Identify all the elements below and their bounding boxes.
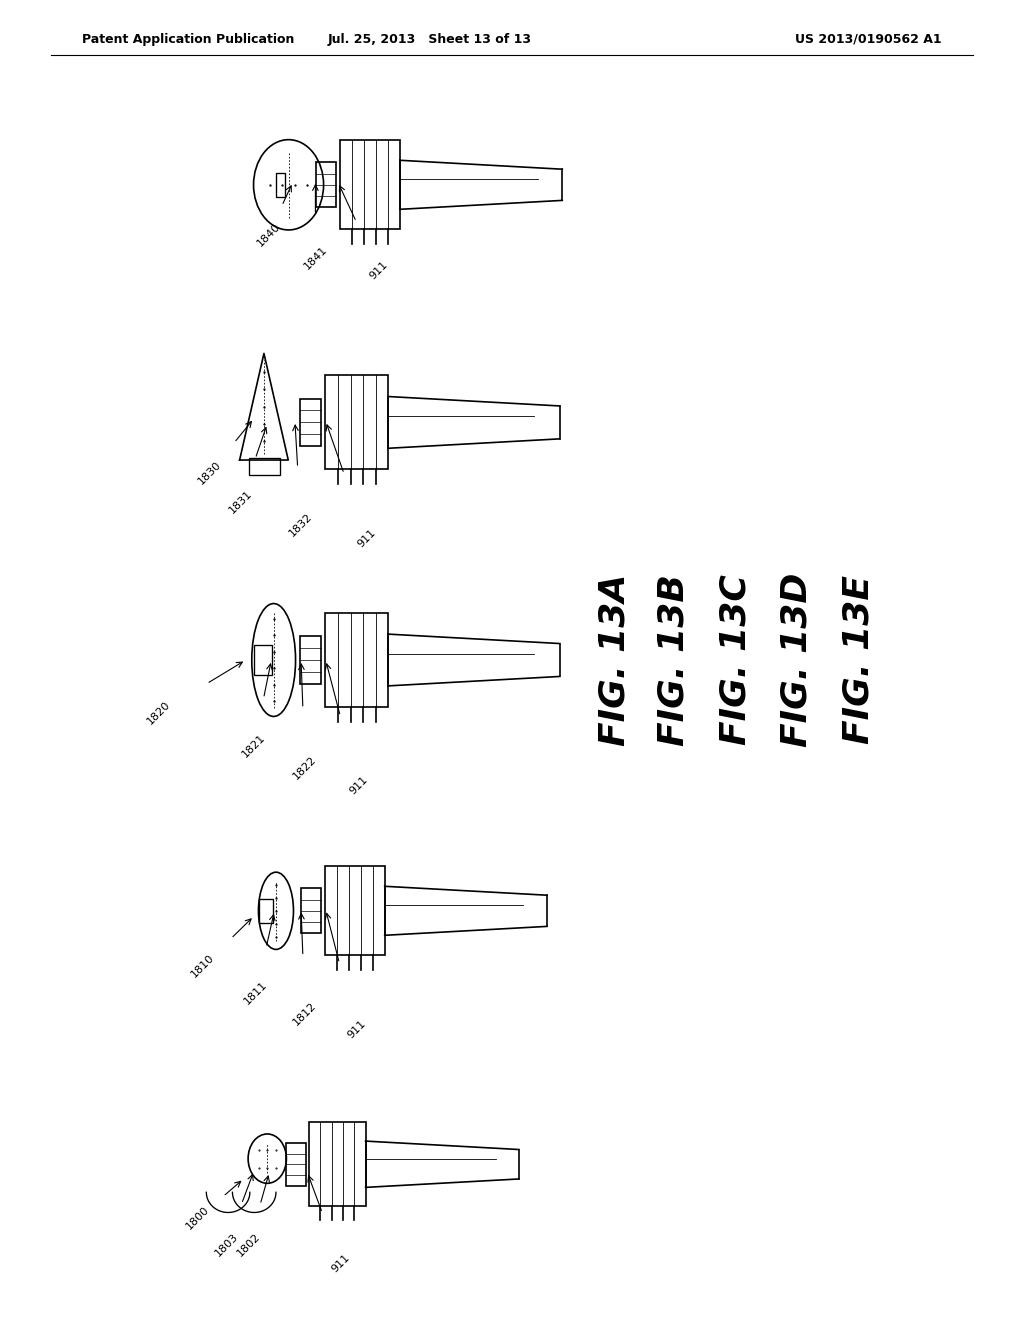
Text: 911: 911 [347,775,370,796]
Bar [275,173,285,197]
Text: 1822: 1822 [292,755,318,781]
Bar [309,1122,366,1206]
Text: FIG. 13A: FIG. 13A [597,574,632,746]
Text: 1803: 1803 [213,1232,240,1258]
Text: FIG. 13B: FIG. 13B [656,574,691,746]
Bar [301,888,322,933]
Text: FIG. 13E: FIG. 13E [841,576,876,744]
Bar [316,162,337,207]
Bar [254,645,271,675]
Text: US 2013/0190562 A1: US 2013/0190562 A1 [796,33,942,46]
Text: 1821: 1821 [241,733,267,759]
Text: 911: 911 [330,1253,352,1274]
Text: 911: 911 [368,260,390,281]
Text: 1841: 1841 [302,244,329,271]
Text: Patent Application Publication: Patent Application Publication [82,33,294,46]
Text: 1810: 1810 [189,953,216,979]
Text: 911: 911 [345,1019,368,1040]
Text: FIG. 13C: FIG. 13C [718,574,753,746]
Text: FIG. 13D: FIG. 13D [779,573,814,747]
Text: 1812: 1812 [292,1001,318,1027]
Bar [326,612,388,708]
Text: 1832: 1832 [288,512,314,539]
Text: 1811: 1811 [243,979,269,1006]
Text: 1802: 1802 [236,1232,262,1258]
Bar [300,399,322,446]
Text: 911: 911 [355,528,378,549]
Bar [259,899,273,923]
Bar [287,1143,305,1185]
Bar [326,375,388,470]
Text: 1831: 1831 [227,488,254,515]
Bar [300,636,322,684]
Text: 1840: 1840 [255,222,282,248]
Text: 1830: 1830 [197,459,223,486]
Bar [325,866,385,956]
Bar [250,458,281,475]
Bar [340,140,400,230]
Text: 1800: 1800 [184,1205,211,1232]
Text: 1820: 1820 [145,700,172,726]
Text: Jul. 25, 2013   Sheet 13 of 13: Jul. 25, 2013 Sheet 13 of 13 [328,33,532,46]
